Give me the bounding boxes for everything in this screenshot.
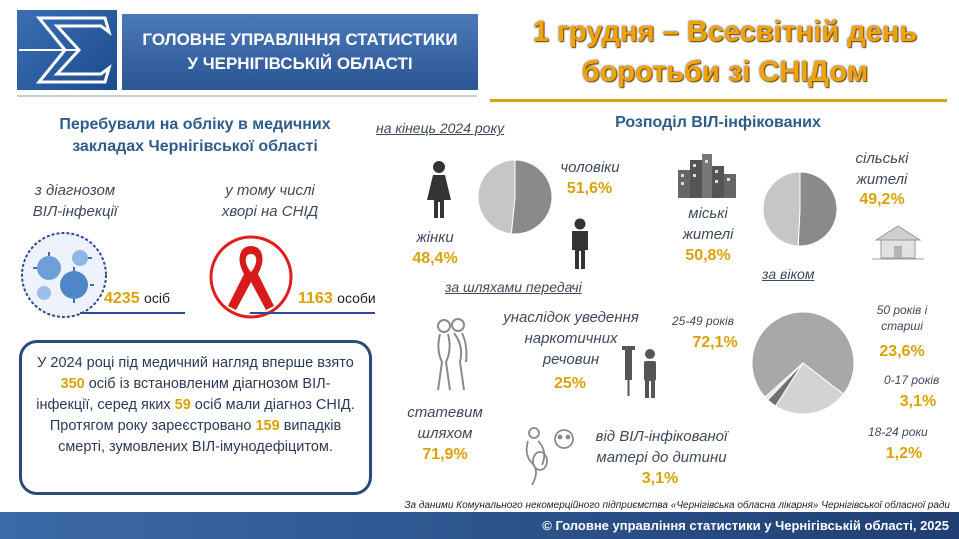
couple-icon xyxy=(428,316,474,392)
registered-heading-line-1: Перебували на обліку в медичних xyxy=(59,116,331,133)
distribution-heading: Розподіл ВІЛ-інфікованих xyxy=(615,114,821,131)
gender-pie-chart xyxy=(478,160,552,234)
summary-text-3: осіб мали діагноз СНІД. Протягом року за… xyxy=(49,397,355,434)
rural-label: сільські жителі xyxy=(846,148,918,190)
injection-value: 25% xyxy=(553,375,587,392)
women-label: жінки xyxy=(416,229,454,246)
org-line-2: У ЧЕРНІГІВСЬКІЙ ОБЛАСТІ xyxy=(187,54,413,73)
header-divider xyxy=(17,95,477,97)
age-0-17-label: 0-17 років xyxy=(884,373,940,387)
logo xyxy=(17,10,117,90)
aids-value: 1163 xyxy=(298,290,333,307)
sexual-label-line-1: статевим xyxy=(407,404,483,421)
summary-box: У 2024 році під медичний нагляд вперше в… xyxy=(19,340,372,495)
residence-pie-chart xyxy=(763,172,837,246)
age-25-49-label: 25-49 років xyxy=(672,314,734,328)
organization-name: ГОЛОВНЕ УПРАВЛІННЯ СТАТИСТИКИ У ЧЕРНІГІВ… xyxy=(122,14,478,90)
sexual-label-line-2: шляхом xyxy=(417,425,473,442)
injection-label-line-3: речовин xyxy=(542,351,600,368)
virus-icon xyxy=(14,230,114,320)
hiv-underline xyxy=(80,312,185,314)
title-line-1: 1 грудня – Всесвітній день xyxy=(532,16,918,48)
aids-count: 1163 особи xyxy=(298,290,376,308)
hiv-count: 4235 осіб xyxy=(104,290,170,308)
aids-unit: особи xyxy=(337,290,376,306)
age-18-24-value: 1,2% xyxy=(885,445,923,462)
pie-slice-men xyxy=(510,160,552,234)
hiv-unit: осіб xyxy=(144,290,170,306)
pie-slice-age-18-24 xyxy=(764,362,804,401)
urban-label: міські жителі xyxy=(672,203,744,245)
age-0-17-value: 3,1% xyxy=(899,393,937,410)
rural-label-line-1: сільські xyxy=(855,150,909,167)
urban-label-line-2: жителі xyxy=(682,226,734,243)
age-50-label-line-2: старші xyxy=(881,319,923,333)
hiv-label-line-2: ВІЛ-інфекції xyxy=(32,203,118,220)
title-line-2: боротьби зі СНІДом xyxy=(581,56,869,88)
age-heading: за віком xyxy=(762,266,815,282)
hiv-label: з діагнозом ВІЛ-інфекції xyxy=(20,180,130,222)
injection-label-line-1: унаслідок уведення xyxy=(503,309,639,326)
aids-underline xyxy=(250,312,375,314)
aids-label-line-1: у тому числі xyxy=(225,182,315,199)
house-icon xyxy=(872,222,924,260)
period-label: на кінець 2024 року xyxy=(376,120,505,136)
age-50-value: 23,6% xyxy=(879,343,925,360)
title-underline xyxy=(490,99,947,102)
pie-slice-age-50-plus xyxy=(774,362,845,414)
pie-slice-urban xyxy=(797,172,837,246)
mother-child-icon xyxy=(522,425,578,487)
transmission-heading: за шляхами передачі xyxy=(445,279,582,295)
hiv-label-line-1: з діагнозом xyxy=(34,182,116,199)
aids-label-line-2: хворі на СНІД xyxy=(221,203,319,220)
registered-heading: Перебували на обліку в медичних закладах… xyxy=(20,114,370,158)
age-50-label-line-1: 50 років і xyxy=(876,303,928,317)
city-icon xyxy=(676,152,738,198)
summary-text-1: У 2024 році під медичний нагляд вперше в… xyxy=(37,355,354,371)
sexual-value: 71,9% xyxy=(422,446,468,463)
age-50-label: 50 років і старші xyxy=(862,302,942,334)
logo-sigma-icon xyxy=(19,16,112,84)
data-source-note: За даними Комунального некомерційного пі… xyxy=(404,500,950,511)
age-18-24-label: 18-24 роки xyxy=(868,425,928,439)
org-line-1: ГОЛОВНЕ УПРАВЛІННЯ СТАТИСТИКИ xyxy=(142,30,458,49)
woman-icon xyxy=(424,160,454,220)
pie-slice-women xyxy=(478,160,516,234)
aids-ribbon-icon xyxy=(206,232,296,322)
sexual-label: статевим шляхом xyxy=(405,402,485,444)
footer-copyright: © Головне управління статистики у Черніг… xyxy=(0,512,959,539)
age-25-49-value: 72,1% xyxy=(692,334,738,351)
mother-label-line-2: матері до дитини xyxy=(596,449,727,466)
urban-value: 50,8% xyxy=(685,247,731,264)
aids-label: у тому числі хворі на СНІД xyxy=(210,180,330,222)
hiv-value: 4235 xyxy=(104,290,140,307)
injection-label-line-2: наркотичних xyxy=(524,330,618,347)
pie-slice-rural xyxy=(763,172,801,246)
mother-value: 3,1% xyxy=(641,470,679,487)
summary-text-2: осіб із встановленим діагнозом ВІЛ-інфек… xyxy=(36,376,331,413)
syringe-icon xyxy=(618,336,662,400)
summary-text-4: випадків смерті, зумовлених ВІЛ-імунодеф… xyxy=(58,418,342,455)
summary-new-cases: 350 xyxy=(60,376,85,392)
rural-label-line-2: жителі xyxy=(856,171,908,188)
urban-label-line-1: міські xyxy=(688,205,728,222)
rural-value: 49,2% xyxy=(859,191,905,208)
page-title: 1 грудня – Всесвітній день боротьби зі С… xyxy=(490,12,959,92)
mother-label: від ВІЛ-інфікованої матері до дитини xyxy=(584,426,739,468)
summary-deaths: 159 xyxy=(255,418,280,434)
mother-label-line-1: від ВІЛ-інфікованої xyxy=(595,428,728,445)
man-icon xyxy=(568,218,592,270)
men-label: чоловіки xyxy=(560,159,620,176)
injection-label: унаслідок уведення наркотичних речовин xyxy=(492,307,650,370)
summary-aids-cases: 59 xyxy=(174,397,191,413)
age-pie-chart xyxy=(752,312,854,414)
pie-slice-age-25-49 xyxy=(752,312,854,398)
men-value: 51,6% xyxy=(566,180,613,197)
registered-heading-line-2: закладах Чернігівської області xyxy=(72,138,318,155)
women-value: 48,4% xyxy=(412,250,458,267)
